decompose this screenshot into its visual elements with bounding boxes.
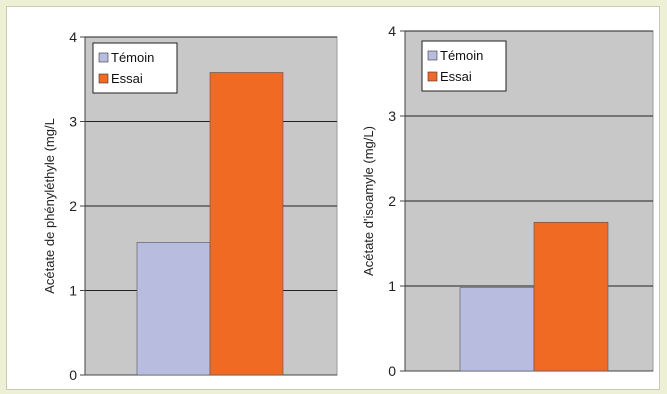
charts-svg: 0 1 2 3 4 Acétate de phényléthyle (mg/L Témoin… [42, 23, 654, 383]
chart1-legend-swatch-temoin [98, 52, 109, 63]
chart2-y-tick-label: 1 [388, 278, 396, 294]
chart1-y-axis-label: Acétate de phényléthyle (mg/L [42, 118, 57, 294]
chart1-y-tick-label: 3 [69, 114, 77, 130]
chart2-legend-label-temoin: Témoin [440, 48, 483, 63]
chart2-y-tick-label: 3 [388, 108, 396, 124]
chart2-bar-essai [533, 221, 609, 372]
chart1-bar-temoin [136, 242, 211, 376]
chart1-y-tick-label: 1 [69, 283, 77, 299]
chart1-legend-label-essai: Essai [111, 71, 143, 86]
chart2-legend-swatch-essai [427, 71, 438, 82]
chart2-bar-temoin [459, 287, 535, 372]
chart1-legend-label-temoin: Témoin [111, 50, 154, 65]
chart1-bar-essai [209, 72, 284, 376]
chart1-legend-swatch-essai [98, 73, 109, 84]
chart1-y-tick-label: 0 [69, 367, 77, 383]
chart2-y-tick-label: 2 [388, 193, 396, 209]
chart2-y-tick-label: 4 [388, 23, 396, 39]
chart2-y-axis-label: Acétate d'isoamyle (mg/L) [361, 126, 376, 276]
chart2-legend-label-essai: Essai [440, 69, 472, 84]
chart2-legend-swatch-temoin [427, 50, 438, 61]
figure-canvas: 0 1 2 3 4 Acétate de phényléthyle (mg/L Témoin… [6, 6, 660, 390]
chart1-legend [92, 42, 178, 94]
chart2-legend [421, 40, 507, 92]
chart1-y-tick-label: 4 [69, 29, 77, 45]
chart1-y-tick-label: 2 [69, 198, 77, 214]
chart2-y-tick-label: 0 [388, 363, 396, 379]
